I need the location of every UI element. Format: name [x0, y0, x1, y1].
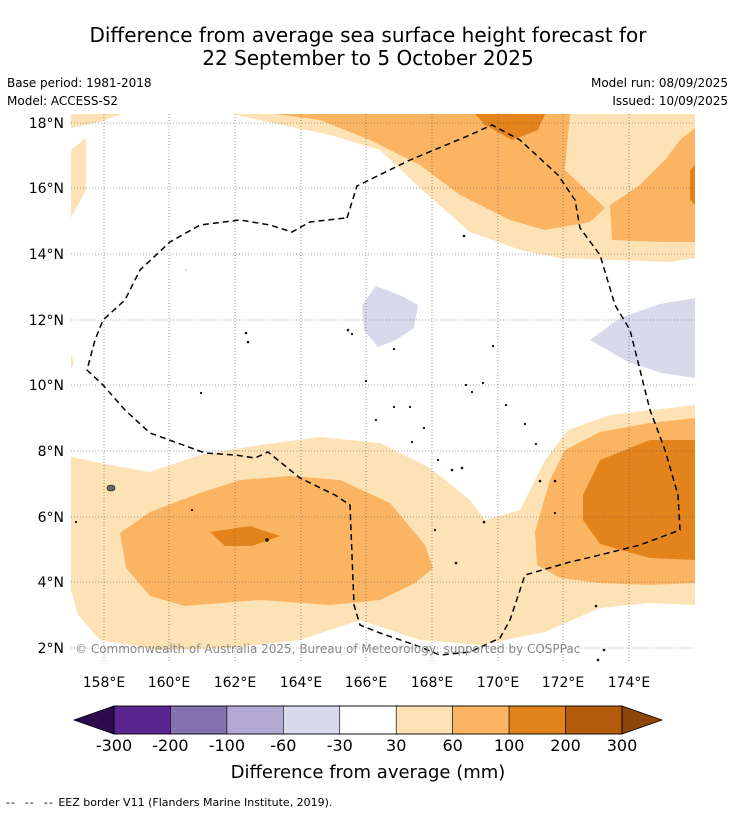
eez-legend-symbol: -- -- --	[6, 796, 59, 809]
base-period: Base period: 1981-2018	[7, 76, 152, 90]
colorbar-segment	[565, 705, 623, 735]
colorbar-segment	[395, 705, 453, 735]
colorbar-tick-label: -200	[152, 736, 188, 755]
colorbar-tick-label: -60	[270, 736, 296, 755]
colorbar-tick-label: 300	[607, 736, 638, 755]
lon-label: 160°E	[148, 675, 191, 691]
colorbar-tick-label: 30	[386, 736, 406, 755]
colorbar: -300 -200 -100 -60 -30 30 60 100 200 300 Differen…	[72, 705, 664, 783]
eez-legend: -- -- -- EEZ border V11 (Flanders Marine…	[6, 796, 332, 809]
colorbar-tick-labels: -300 -200 -100 -60 -30 30 60 100 200 300	[96, 736, 637, 755]
lat-label: 18°N	[29, 116, 64, 132]
colorbar-segment	[113, 705, 171, 735]
colorbar-segment	[226, 705, 284, 735]
lon-label: 158°E	[83, 675, 126, 691]
lon-label: 164°E	[280, 675, 323, 691]
map-area: © Commonwealth of Australia 2025, Bureau…	[71, 114, 695, 662]
colorbar-segment	[452, 705, 510, 735]
colorbar-extend-low	[72, 705, 115, 735]
longitude-labels: 158°E 160°E 162°E 164°E 166°E 168°E 170°…	[83, 675, 651, 691]
lon-label: 172°E	[542, 675, 585, 691]
contour-100mm	[210, 114, 695, 560]
colorbar-frame	[113, 705, 623, 735]
lat-label: 4°N	[38, 575, 64, 591]
colorbar-extend-high	[621, 705, 664, 735]
colorbar-segment	[508, 705, 566, 735]
map-title-line-1: Difference from average sea surface heig…	[89, 23, 647, 47]
lon-label: 168°E	[411, 675, 454, 691]
lat-label: 12°N	[29, 313, 64, 329]
lon-label: 170°E	[477, 675, 520, 691]
lat-label: 10°N	[29, 378, 64, 394]
eez-legend-label: EEZ border V11 (Flanders Marine Institut…	[58, 796, 333, 809]
lat-label: 2°N	[38, 641, 64, 657]
lat-label: 8°N	[38, 444, 64, 460]
colorbar-tick-label: -300	[96, 736, 132, 755]
map-gridlines	[71, 114, 695, 662]
colorbar-tick-label: -100	[209, 736, 245, 755]
lat-label: 16°N	[29, 181, 64, 197]
lon-label: 162°E	[214, 675, 257, 691]
model-name: Model: ACCESS-S2	[7, 94, 119, 108]
latitude-labels: 18°N 16°N 14°N 12°N 10°N 8°N 6°N 4°N 2°N	[29, 116, 64, 657]
islands	[74, 234, 606, 662]
lat-label: 6°N	[38, 510, 64, 526]
colorbar-segment	[339, 705, 397, 735]
colorbar-segment	[170, 705, 228, 735]
colorbar-segment	[283, 705, 341, 735]
contour-minus30mm	[362, 286, 695, 378]
map-title-line-2: 22 September to 5 October 2025	[202, 46, 534, 70]
issued-date: Issued: 10/09/2025	[612, 94, 728, 108]
lon-label: 174°E	[608, 675, 651, 691]
colorbar-label: Difference from average (mm)	[231, 762, 506, 783]
colorbar-segments	[113, 705, 623, 735]
lat-label: 14°N	[29, 247, 64, 263]
copyright-notice: © Commonwealth of Australia 2025, Bureau…	[75, 642, 580, 656]
colorbar-tick-label: 100	[494, 736, 525, 755]
model-run: Model run: 08/09/2025	[590, 76, 728, 90]
colorbar-tick-label: -30	[327, 736, 353, 755]
colorbar-tick-label: 60	[442, 736, 462, 755]
colorbar-tick-label: 200	[550, 736, 581, 755]
lon-label: 166°E	[345, 675, 388, 691]
eez-border	[86, 124, 681, 656]
